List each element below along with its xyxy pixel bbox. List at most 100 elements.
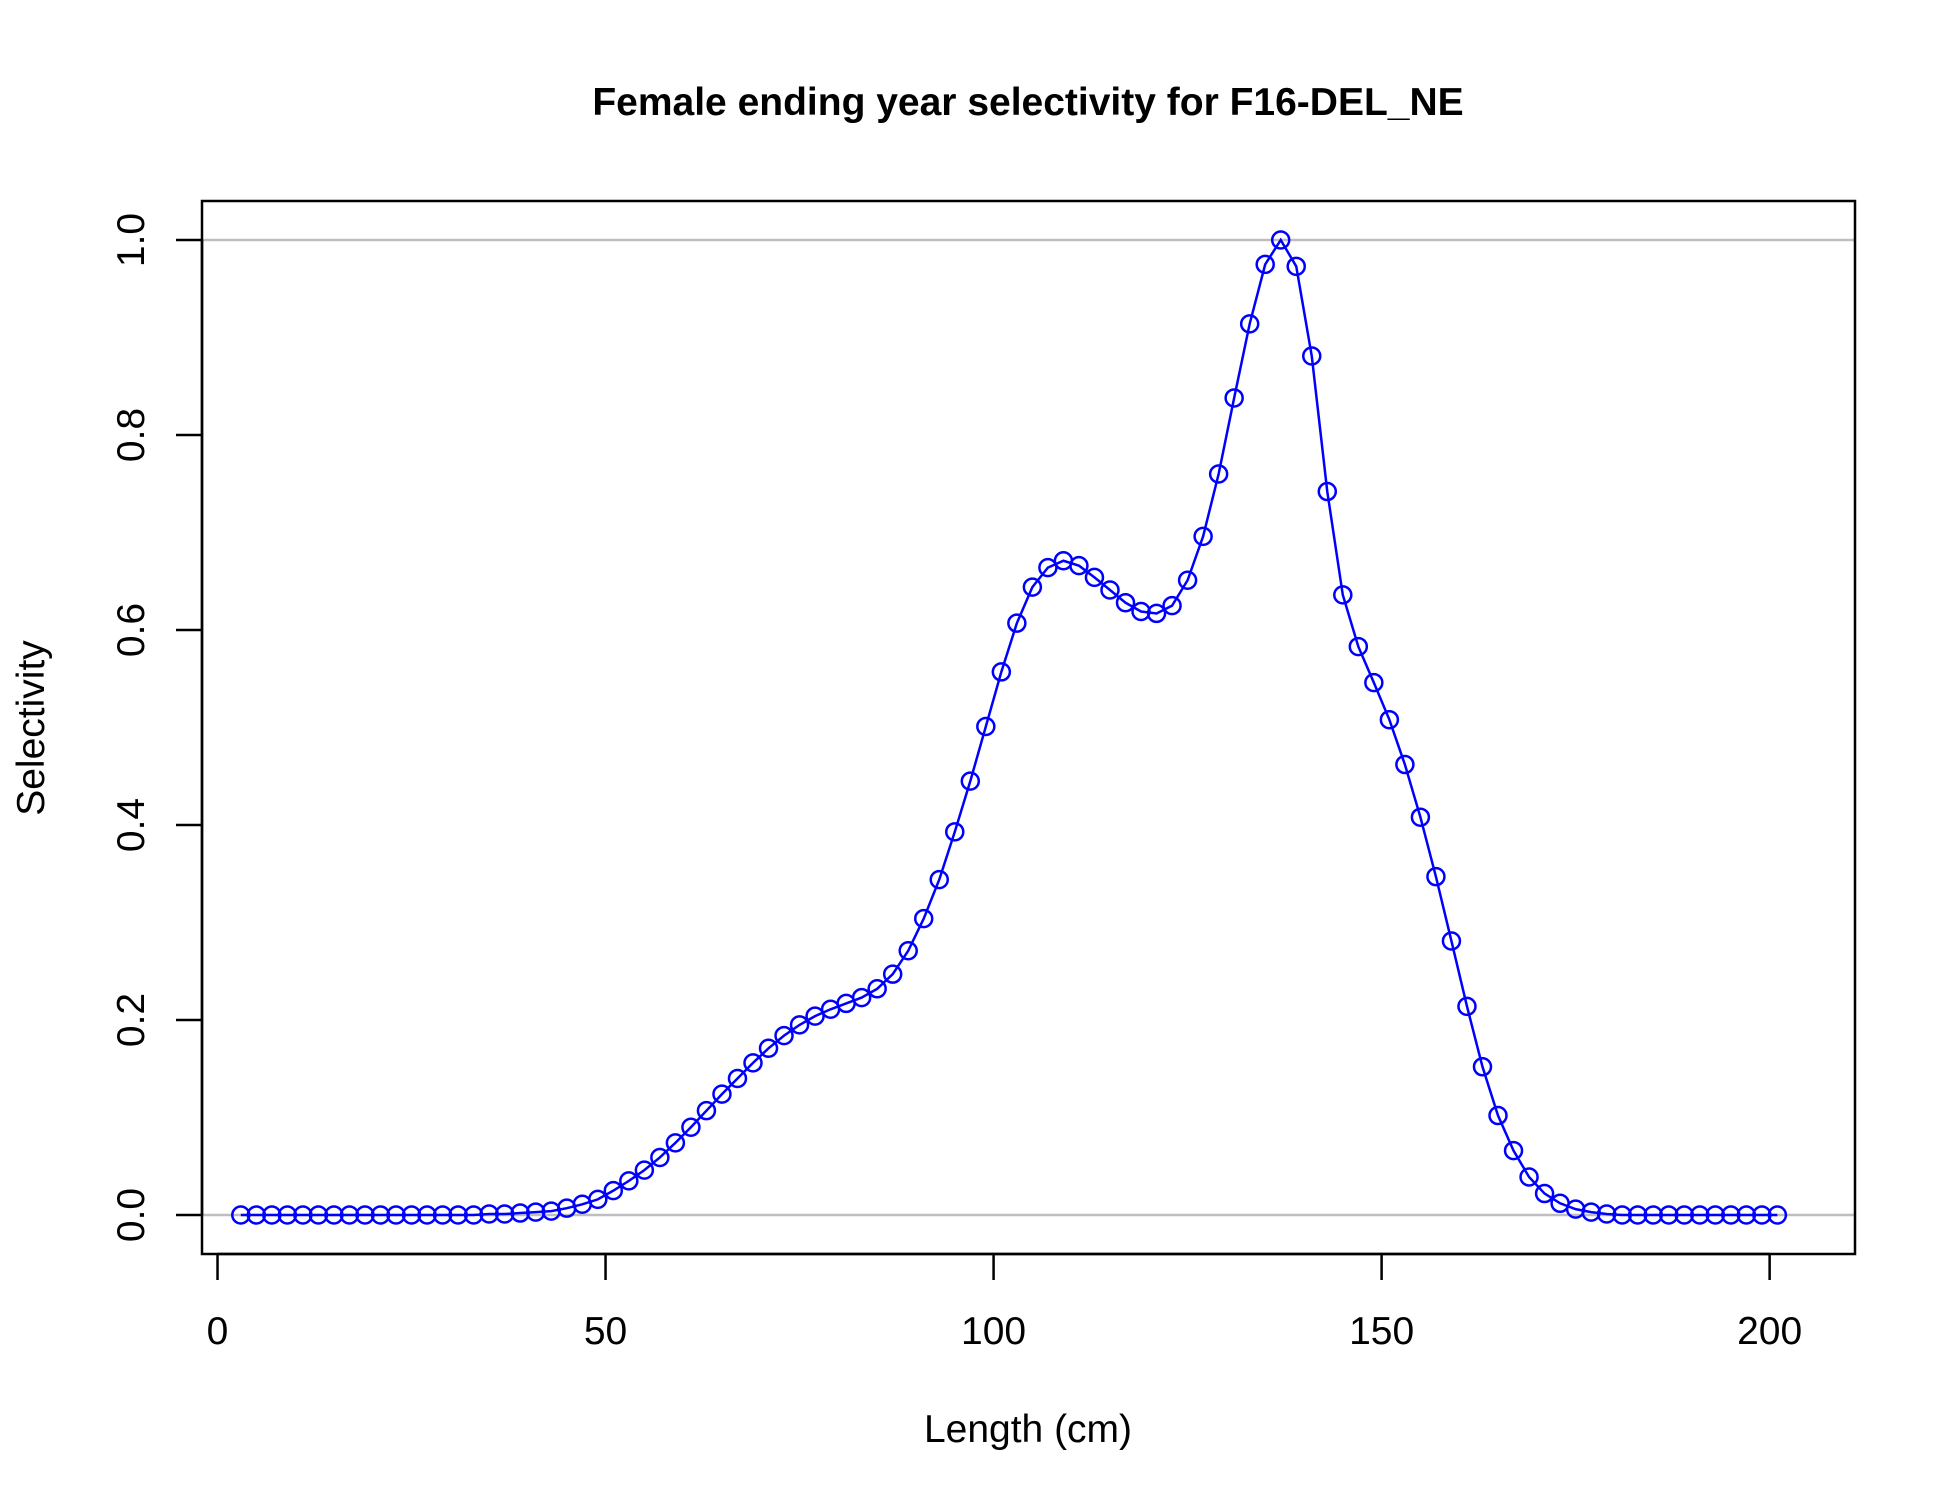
data-point [1317,481,1338,502]
data-point [634,1160,655,1180]
data-point [1115,592,1136,613]
data-point [525,1202,546,1222]
data-point [727,1068,748,1089]
data-point [650,1147,670,1168]
data-point [743,1053,763,1073]
x-axis-label: Length (cm) [924,1408,1132,1451]
data-point [882,964,903,984]
data-point [789,1015,810,1035]
data-point [293,1205,313,1225]
data-point [1612,1205,1632,1225]
data-point [1084,567,1105,588]
data-point [479,1204,499,1224]
data-point [1364,672,1384,693]
data-point [1410,807,1431,827]
data-point [1224,388,1244,408]
data-point [1659,1205,1679,1225]
data-point [448,1205,468,1225]
data-point [696,1100,717,1121]
data-point [324,1205,344,1225]
y-tick-label: 0.4 [110,798,153,852]
data-point [1038,557,1058,578]
data-point [588,1189,608,1210]
data-point [619,1171,639,1191]
data-point [1162,595,1182,616]
data-point [681,1117,701,1137]
data-point [401,1205,422,1225]
x-tick-label: 100 [961,1310,1026,1353]
data-point [1333,585,1353,605]
data-point [1690,1205,1710,1225]
y-tick-label: 0.6 [110,603,153,657]
data-point [867,979,887,999]
data-point [1270,230,1291,250]
data-point [960,771,981,791]
data-point [1752,1205,1772,1225]
data-point [1193,526,1213,547]
data-point [417,1205,437,1225]
data-point [1426,866,1446,887]
data-point [665,1133,686,1153]
data-point [1472,1057,1493,1077]
y-tick-label: 0.2 [110,993,153,1047]
data-point [1767,1205,1788,1225]
data-point [1627,1205,1648,1225]
data-point [1007,613,1027,633]
data-point [308,1205,329,1225]
data-point [1488,1105,1508,1126]
x-tick-label: 0 [207,1310,229,1353]
data-point [976,716,996,737]
data-point [246,1205,267,1225]
data-point [386,1205,406,1225]
data-point [494,1204,515,1224]
data-point [603,1180,624,1201]
data-point [463,1205,484,1225]
data-point [1395,754,1415,775]
data-point [339,1205,360,1225]
data-point [1239,314,1260,334]
data-point [1302,346,1322,366]
data-point [1736,1205,1757,1225]
data-point [1674,1205,1695,1225]
data-point [1348,636,1369,657]
data-point [1255,254,1275,275]
y-axis-label: Selectivity [10,640,53,816]
data-point [1100,580,1120,600]
data-point [1286,256,1306,277]
data-point [1721,1205,1741,1225]
data-point [913,908,934,929]
chart-title: Female ending year selectivity for F16-D… [592,81,1463,124]
data-point [1146,603,1167,624]
data-point [1022,577,1043,597]
data-point [712,1084,732,1104]
data-point [1069,555,1089,576]
y-tick-label: 0.8 [110,408,153,462]
data-point [774,1025,794,1046]
data-point [1596,1204,1617,1224]
data-point [945,822,965,842]
data-point [277,1205,298,1225]
data-point [991,662,1012,682]
data-point [929,869,949,890]
data-point [851,987,872,1008]
data-point [355,1205,375,1225]
x-tick-label: 150 [1349,1310,1414,1353]
data-point [262,1205,282,1225]
data-point [1457,996,1477,1017]
data-point [898,941,918,961]
data-point [758,1038,779,1059]
data-point [510,1203,530,1223]
x-axis: 0 50 100 150 200 [207,1252,1802,1353]
data-point [231,1205,251,1225]
data-point [1208,464,1229,484]
data-point [1441,931,1462,951]
series-layer [231,230,1788,1225]
data-point [1705,1205,1726,1225]
data-point [1503,1140,1524,1161]
data-point [432,1205,453,1225]
data-point [1379,709,1400,730]
data-point [1177,570,1198,591]
y-tick-label: 1.0 [110,213,153,267]
